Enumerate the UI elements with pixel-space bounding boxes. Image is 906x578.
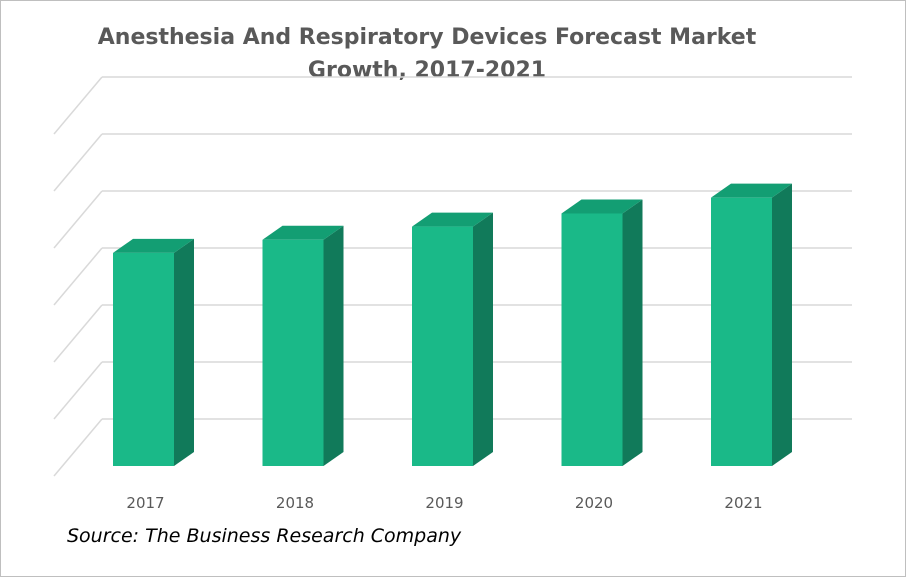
- x-tick-label: 2017: [126, 494, 164, 512]
- bar-side-face: [473, 212, 493, 466]
- chart-title: Anesthesia And Respiratory Devices Forec…: [1, 21, 853, 87]
- bar-2019: [412, 212, 493, 466]
- chart-title-line-2: Growth, 2017-2021: [307, 58, 547, 83]
- bar-2021: [711, 183, 792, 466]
- gridline-depth: [53, 190, 103, 249]
- x-tick-label: 2021: [724, 494, 762, 512]
- gridline-depth: [53, 361, 103, 420]
- gridline-depth: [53, 304, 103, 363]
- chart-title-line-1: Anesthesia And Respiratory Devices Forec…: [97, 25, 757, 50]
- bar-front-face: [113, 252, 174, 466]
- bar-top-face: [412, 212, 493, 227]
- x-tick-label: 2020: [575, 494, 613, 512]
- source-note: Source: The Business Research Company: [67, 525, 462, 547]
- bar-2020: [561, 199, 643, 466]
- bar-top-face: [262, 225, 344, 240]
- gridline-depth: [53, 247, 103, 306]
- bar-2018: [262, 225, 344, 466]
- bar-side-face: [622, 199, 643, 466]
- bar-top-face: [113, 238, 194, 253]
- x-tick-label: 2019: [425, 494, 463, 512]
- bar-front-face: [412, 226, 473, 466]
- bar-side-face: [772, 183, 792, 466]
- gridline-depth: [53, 133, 103, 192]
- x-tick-label: 2018: [276, 494, 314, 512]
- bar-top-face: [711, 183, 792, 198]
- bar-side-face: [323, 225, 344, 466]
- bar-front-face: [561, 213, 623, 466]
- bar-front-face: [262, 239, 324, 466]
- bar-front-face: [711, 197, 772, 466]
- gridline-depth: [53, 418, 103, 477]
- gridline-depth: [53, 76, 103, 135]
- bar-top-face: [561, 199, 643, 214]
- bar-2017: [113, 238, 194, 466]
- bar-side-face: [174, 238, 194, 466]
